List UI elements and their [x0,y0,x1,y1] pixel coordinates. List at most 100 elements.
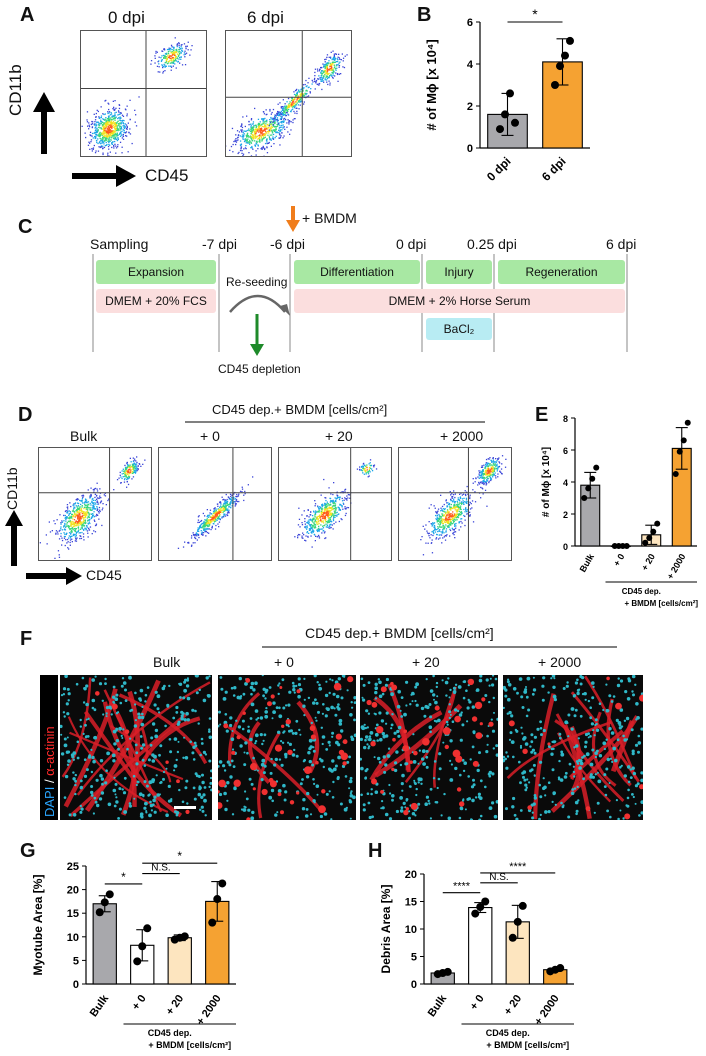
facs-dot [497,473,499,475]
facs-dot [256,125,258,127]
facs-dot [317,506,319,508]
facs-dot [71,538,73,540]
facs-dot [120,476,122,478]
facs-dot [458,499,461,501]
facs-dot [104,495,107,497]
facs-dot [167,62,169,64]
facs-dot [437,517,439,519]
facs-dots [159,448,271,560]
facs-dot [465,497,468,499]
facs-dot [99,123,101,125]
nucleus [117,817,120,820]
facs-dot [485,481,487,483]
facs-dot [284,128,286,130]
facs-dot [320,71,322,73]
facs-dot [318,508,320,510]
facs-dot [332,57,334,59]
facs-dot [309,529,312,531]
facs-dot [483,464,485,466]
facs-dot [95,131,98,133]
facs-dot [103,137,105,139]
facs-dot [118,107,121,110]
facs-dot [420,539,422,541]
facs-dot [81,512,83,515]
facs-dot [172,61,175,64]
nucleus [92,759,96,764]
facs-dot [68,537,70,539]
y-tick-label: 2 [563,510,568,520]
facs-dot [126,105,128,107]
facs-dot [216,513,219,515]
facs-dot [108,124,110,127]
data-point [676,448,683,455]
facs-dot [449,521,451,523]
facs-dot [94,524,97,527]
facs-dot [280,107,282,109]
facs-dot [100,145,103,147]
facs-dot [105,99,107,102]
facs-dot [206,528,208,531]
nucleus [232,694,236,697]
facs-dot [302,89,304,91]
facs-dot [204,519,206,521]
facs-dot [492,468,494,470]
facs-dot [314,71,316,74]
debris [124,729,130,734]
y-tick-label: 0 [563,542,568,552]
facs-dot [327,73,329,76]
facs-dot [326,71,328,73]
facs-dot [258,123,260,125]
nucleus [194,675,199,678]
facs-dot [63,535,66,538]
facs-dot [74,525,77,527]
facs-dot [334,506,336,508]
facs-dot [206,521,208,523]
facs-dot [98,518,100,520]
nucleus [134,719,137,722]
facs-dot [88,514,90,516]
facs-dot [343,66,346,69]
facs-dot [453,519,455,521]
facs-dot [116,122,118,124]
facs-dot [61,537,63,539]
facs-dot [88,521,90,523]
facs-dot [474,491,476,493]
facs-dot [344,491,346,493]
facs-dot [261,118,263,120]
facs-dot [335,72,337,74]
scale-bar [174,806,196,809]
facs-dot [443,514,445,516]
facs-dot [213,510,215,512]
facs-dot [255,129,257,131]
facs-dot [71,541,73,543]
nucleus [118,726,122,731]
facs-dot [112,108,114,110]
facs-dot [207,522,209,524]
facs-dot [88,124,90,126]
f-col-bulk: Bulk [153,654,181,670]
facs-dot [124,469,127,471]
facs-dot [53,520,55,522]
facs-dot [120,123,122,125]
facs-dot [86,501,88,503]
facs-dot [240,146,243,148]
facs-dot [78,522,80,524]
facs-dot [234,498,236,500]
facs-dot [492,476,494,478]
facs-dot [114,122,116,124]
facs-dot [169,62,171,64]
nucleus [151,779,155,784]
facs-dot [132,464,134,467]
facs-dot [92,507,94,509]
facs-dot [121,146,123,148]
facs-dot [328,62,330,64]
facs-dot [235,500,237,502]
facs-dot [300,93,303,96]
facs-dot [313,526,315,528]
facs-dot [282,137,284,139]
facs-dot [117,146,119,148]
facs-dot [318,522,320,525]
facs-dot [263,118,265,120]
facs-dot [329,507,331,509]
facs-dot [184,56,186,58]
